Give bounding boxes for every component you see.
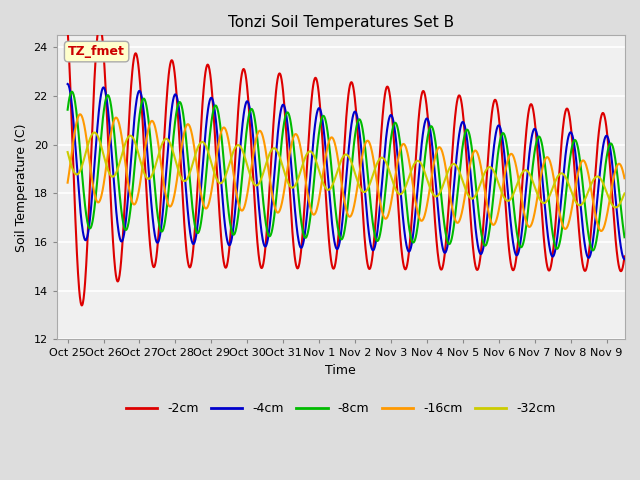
-4cm	[129, 127, 137, 132]
-8cm	[312, 159, 319, 165]
-32cm	[612, 204, 620, 210]
-32cm	[130, 136, 138, 142]
-8cm	[621, 234, 628, 240]
-2cm	[323, 198, 330, 204]
-8cm	[64, 107, 72, 113]
-32cm	[108, 173, 115, 179]
-4cm	[64, 81, 72, 87]
Line: -2cm: -2cm	[68, 24, 625, 305]
-16cm	[76, 111, 84, 117]
-16cm	[597, 228, 605, 234]
-2cm	[131, 54, 138, 60]
-4cm	[381, 151, 388, 156]
-32cm	[64, 149, 72, 155]
-32cm	[312, 157, 319, 163]
-16cm	[130, 202, 138, 207]
-2cm	[108, 211, 115, 216]
-16cm	[300, 168, 308, 174]
-16cm	[312, 209, 319, 215]
-4cm	[621, 256, 628, 262]
Y-axis label: Soil Temperature (C): Soil Temperature (C)	[15, 123, 28, 252]
-2cm	[381, 90, 389, 96]
-8cm	[589, 248, 596, 253]
-16cm	[381, 216, 388, 221]
-8cm	[300, 234, 308, 240]
-2cm	[621, 253, 628, 259]
-16cm	[64, 180, 72, 186]
Line: -4cm: -4cm	[68, 84, 625, 259]
-4cm	[107, 138, 115, 144]
-2cm	[78, 302, 86, 308]
Title: Tonzi Soil Temperatures Set B: Tonzi Soil Temperatures Set B	[228, 15, 454, 30]
-8cm	[68, 89, 76, 95]
-8cm	[322, 119, 330, 124]
-2cm	[301, 201, 308, 207]
Legend: -2cm, -4cm, -8cm, -16cm, -32cm: -2cm, -4cm, -8cm, -16cm, -32cm	[121, 397, 561, 420]
Line: -16cm: -16cm	[68, 114, 625, 231]
Text: TZ_fmet: TZ_fmet	[68, 45, 125, 58]
-16cm	[322, 153, 330, 159]
-2cm	[96, 22, 104, 27]
-4cm	[312, 119, 319, 125]
-8cm	[108, 103, 115, 108]
-32cm	[381, 157, 388, 163]
-16cm	[621, 175, 628, 181]
-32cm	[322, 185, 330, 191]
-32cm	[621, 191, 628, 196]
Line: -8cm: -8cm	[68, 92, 625, 251]
X-axis label: Time: Time	[325, 364, 356, 377]
-2cm	[312, 75, 320, 81]
Line: -32cm: -32cm	[68, 132, 625, 207]
-4cm	[300, 237, 308, 243]
-32cm	[300, 157, 308, 163]
-8cm	[130, 173, 138, 179]
-32cm	[90, 130, 98, 135]
-4cm	[322, 144, 330, 150]
-16cm	[108, 130, 115, 136]
-2cm	[64, 26, 72, 32]
-8cm	[381, 193, 388, 199]
